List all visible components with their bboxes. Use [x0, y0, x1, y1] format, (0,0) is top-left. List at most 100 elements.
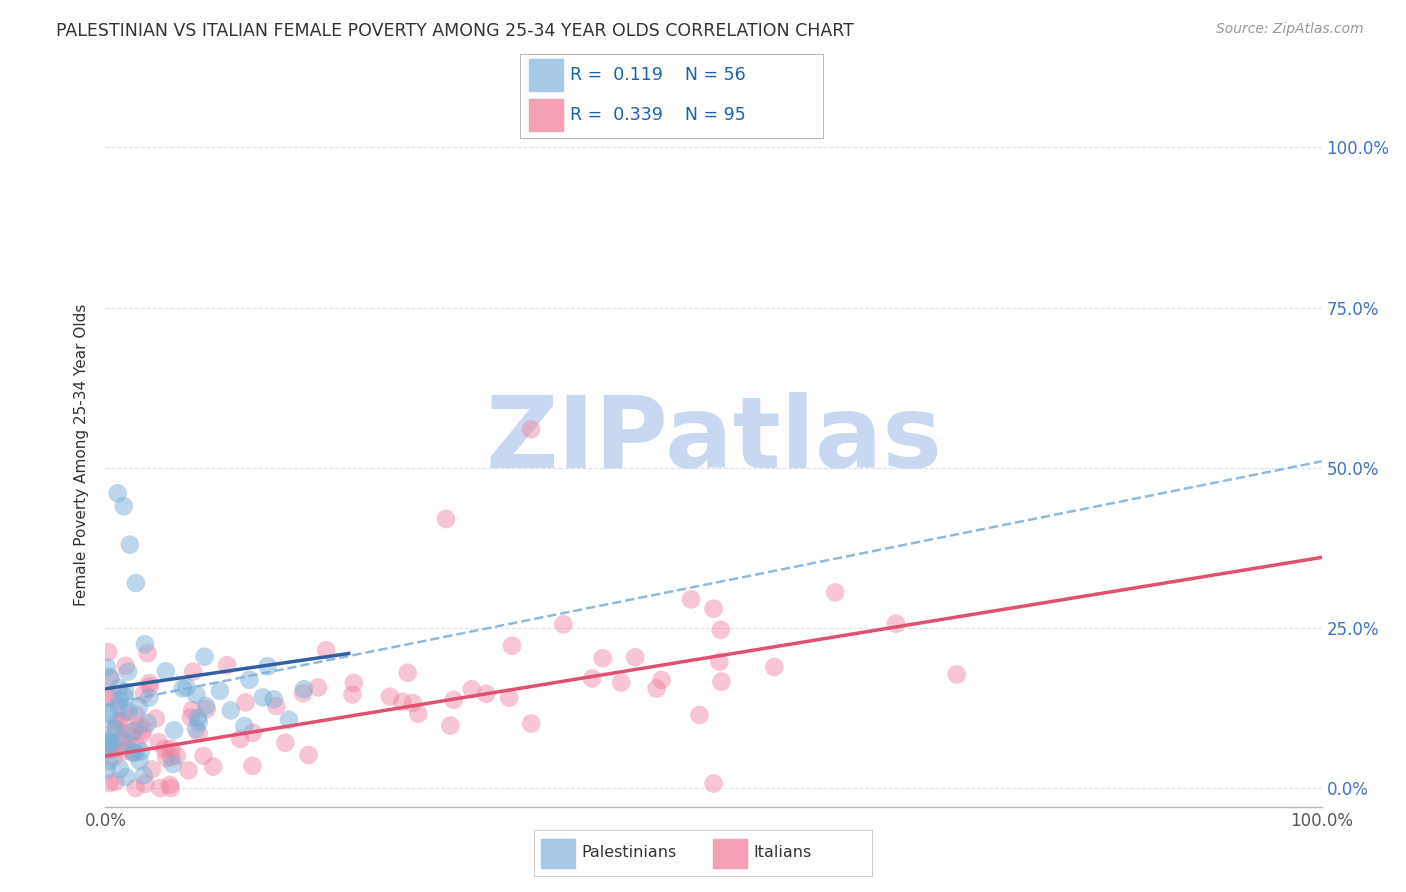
FancyBboxPatch shape — [541, 838, 575, 868]
Point — [342, 688, 364, 702]
Point — [439, 718, 461, 732]
Text: Source: ZipAtlas.com: Source: ZipAtlas.com — [1216, 22, 1364, 37]
Point — [98, 736, 121, 750]
Point — [194, 698, 217, 713]
Point — [105, 722, 128, 736]
FancyBboxPatch shape — [529, 59, 562, 91]
Point — [187, 714, 209, 729]
Point — [592, 651, 614, 665]
Point — [315, 643, 337, 657]
Point — [160, 749, 183, 764]
Point — [148, 735, 170, 749]
Point — [104, 722, 127, 736]
Point — [125, 708, 148, 723]
Point — [343, 676, 366, 690]
Point — [131, 727, 153, 741]
Point — [396, 665, 419, 680]
Point — [163, 723, 186, 738]
Point — [134, 637, 156, 651]
Point — [110, 714, 132, 728]
Point — [710, 623, 733, 637]
Point — [97, 706, 120, 720]
Text: R =  0.119    N = 56: R = 0.119 N = 56 — [569, 66, 745, 84]
Point — [153, 742, 176, 756]
Point — [97, 707, 120, 722]
Point — [108, 701, 131, 715]
Point — [108, 693, 131, 707]
Point — [297, 747, 319, 762]
Point — [217, 658, 239, 673]
Point — [884, 616, 907, 631]
Point — [141, 763, 163, 777]
Point — [117, 704, 139, 718]
Point — [128, 718, 150, 732]
Point — [125, 780, 148, 795]
Point — [645, 681, 668, 696]
Point — [97, 690, 120, 705]
Point — [460, 682, 482, 697]
Point — [520, 422, 543, 436]
Point — [101, 722, 124, 736]
Point — [402, 696, 425, 710]
FancyBboxPatch shape — [713, 838, 747, 868]
Point — [553, 617, 575, 632]
Point — [180, 710, 202, 724]
Point — [97, 645, 120, 659]
Point — [443, 693, 465, 707]
Point — [406, 706, 429, 721]
Point — [202, 760, 225, 774]
Point — [114, 735, 136, 749]
FancyBboxPatch shape — [529, 99, 562, 131]
Point — [186, 688, 208, 702]
Point — [307, 681, 329, 695]
Point — [101, 742, 124, 756]
Point — [709, 655, 731, 669]
Point — [501, 639, 523, 653]
Point — [118, 729, 141, 743]
Point — [100, 671, 122, 685]
Point — [136, 646, 159, 660]
Point — [650, 673, 672, 687]
Text: Italians: Italians — [754, 846, 811, 860]
Point — [134, 777, 156, 791]
Point — [391, 695, 413, 709]
Point — [112, 499, 135, 513]
Point — [117, 665, 139, 679]
Point — [252, 690, 274, 705]
Point — [124, 723, 146, 738]
Point — [96, 734, 118, 748]
Point — [138, 676, 160, 690]
Point — [581, 672, 603, 686]
Point — [256, 659, 278, 673]
Point — [138, 690, 160, 705]
Point — [118, 538, 141, 552]
Point — [115, 770, 138, 784]
Point — [101, 690, 124, 705]
Point — [128, 700, 150, 714]
Point — [233, 719, 256, 733]
Point — [434, 512, 457, 526]
Point — [710, 674, 733, 689]
Point — [160, 741, 183, 756]
Point — [702, 601, 725, 615]
Point — [176, 681, 198, 695]
Point — [475, 687, 498, 701]
Point — [229, 732, 252, 747]
Point — [162, 757, 184, 772]
Y-axis label: Female Poverty Among 25-34 Year Olds: Female Poverty Among 25-34 Year Olds — [75, 304, 90, 606]
Point — [114, 690, 136, 704]
Point — [103, 750, 125, 764]
Point — [159, 780, 181, 795]
Point — [97, 738, 120, 752]
Point — [378, 690, 401, 704]
Point — [132, 687, 155, 701]
Point — [114, 684, 136, 698]
Point — [145, 712, 167, 726]
Point — [97, 755, 120, 769]
Point — [108, 762, 131, 776]
Point — [159, 778, 181, 792]
Point — [136, 716, 159, 731]
Point — [235, 696, 257, 710]
Text: ZIPatlas: ZIPatlas — [485, 392, 942, 490]
Point — [177, 764, 200, 778]
